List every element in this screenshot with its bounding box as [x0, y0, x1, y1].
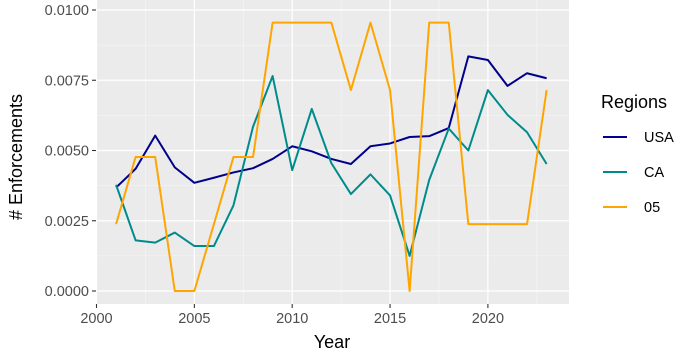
x-tick-label: 2015 [374, 311, 406, 327]
y-tick-label: 0.0050 [45, 144, 89, 160]
series-line-05 [115, 21, 548, 292]
series-line-ca [115, 75, 548, 257]
x-axis-ticks: 2000 2005 2010 2015 2020 [80, 304, 504, 327]
x-axis-title: Year [314, 332, 350, 352]
y-tick-label: 0.0025 [45, 214, 89, 230]
legend-label-ca: CA [644, 165, 664, 181]
y-axis-title: # Enforcements [6, 94, 26, 220]
x-tick-label: 2005 [178, 311, 210, 327]
legend-title: Regions [601, 92, 667, 112]
series-line-usa [115, 55, 547, 189]
legend-label-usa: USA [644, 130, 674, 146]
legend-items: USA CA 05 [603, 130, 674, 216]
x-tick-label: 2010 [276, 311, 308, 327]
legend-label-05: 05 [644, 200, 660, 216]
major-gridlines [95, 0, 569, 304]
y-tick-label: 0.0075 [45, 73, 89, 89]
y-axis-ticks: 0.0000 0.0025 0.0050 0.0075 0.0100 [45, 3, 96, 300]
legend: Regions USA CA 05 [601, 92, 674, 216]
y-tick-label: 0.0100 [45, 3, 89, 19]
y-tick-label: 0.0000 [45, 284, 89, 300]
x-tick-label: 2020 [472, 311, 504, 327]
series-lines [115, 21, 548, 292]
x-tick-label: 2000 [80, 311, 112, 327]
panel-background [96, 0, 569, 304]
